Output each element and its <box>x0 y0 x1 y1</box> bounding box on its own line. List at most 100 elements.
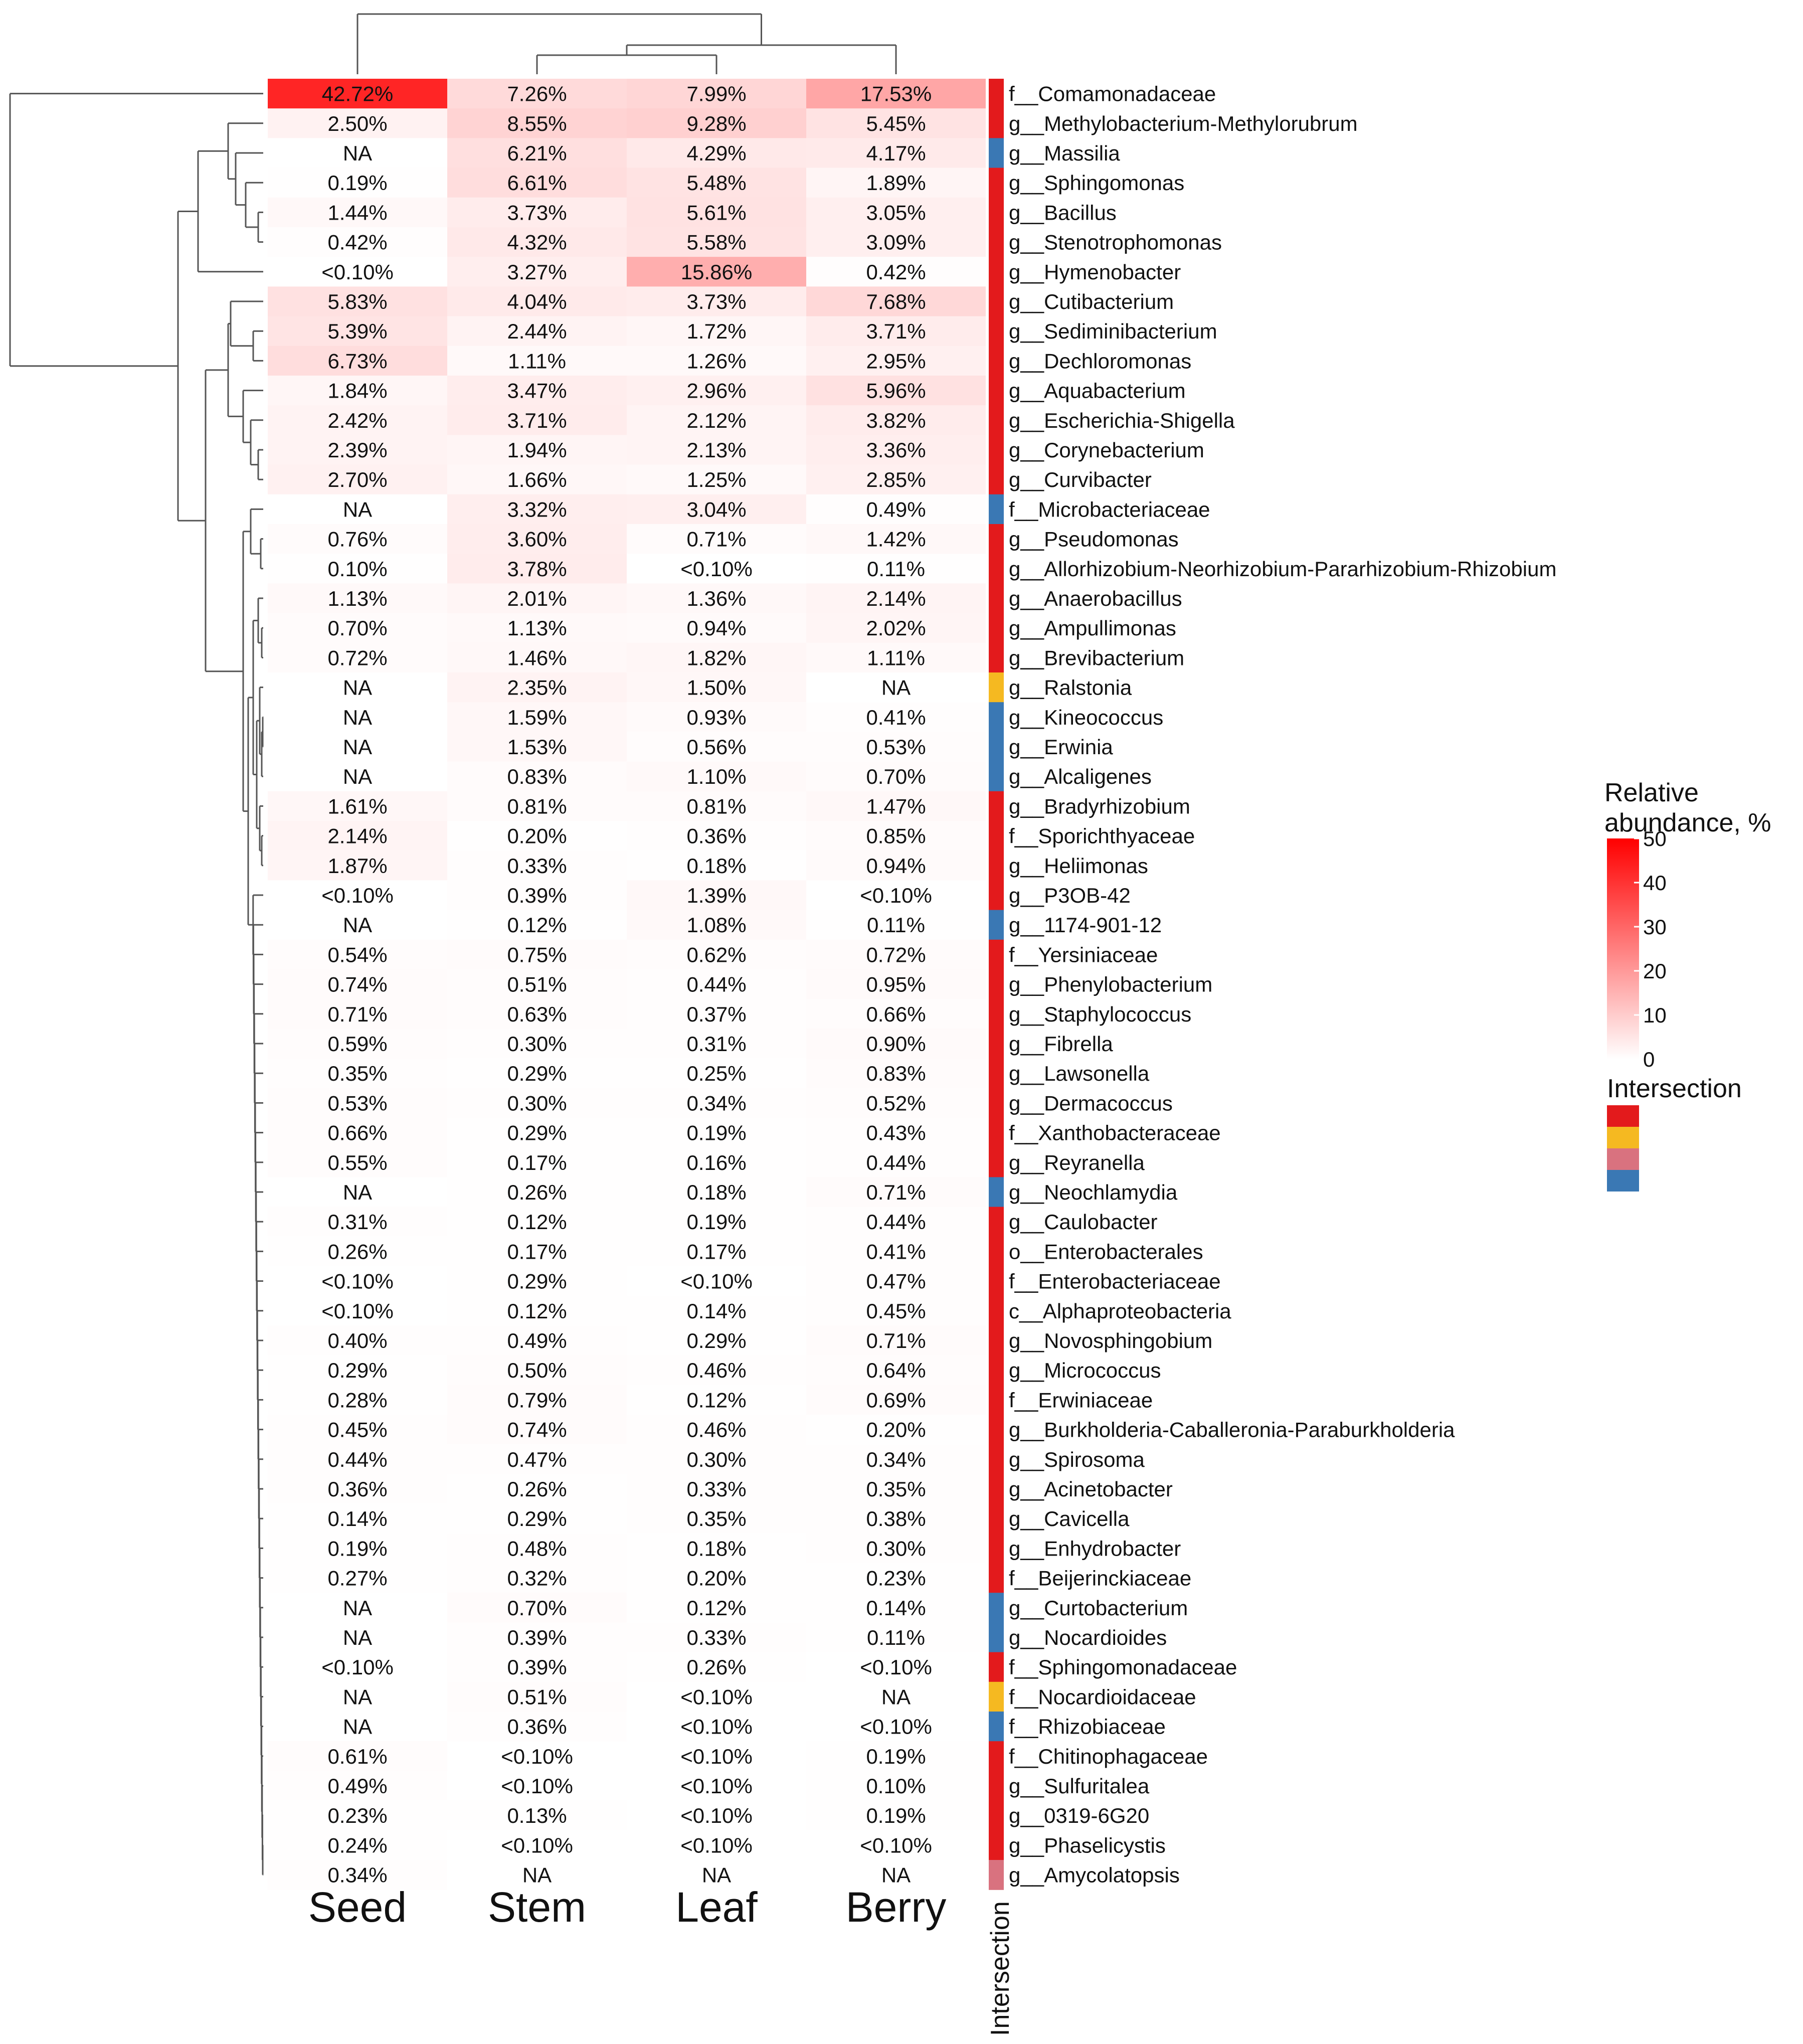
heatmap-cell <box>447 1860 627 1890</box>
cell-value-label: NA <box>343 497 372 521</box>
intersection-cell <box>989 1533 1004 1564</box>
intersection-cell <box>989 1712 1004 1742</box>
heatmap-cell <box>447 435 627 465</box>
heatmap-cell <box>806 1325 986 1356</box>
intersection-cell <box>989 1088 1004 1118</box>
cell-value-label: 0.95% <box>866 973 926 996</box>
heatmap-cell <box>806 435 986 465</box>
cell-value-label: 0.24% <box>327 1833 387 1857</box>
cell-value-label: 1.66% <box>507 468 567 491</box>
cell-value-label: 0.52% <box>866 1091 926 1115</box>
heatmap-cell <box>806 1415 986 1445</box>
heatmap-cell <box>447 1741 627 1771</box>
heatmap-cell <box>806 167 986 198</box>
intersection-cell <box>989 1622 1004 1653</box>
intersection-cell <box>989 1385 1004 1415</box>
taxon-label: g__Lawsonella <box>1009 1062 1150 1085</box>
cell-value-label: 2.12% <box>686 409 746 432</box>
colorbar-tick-label: 40 <box>1643 871 1667 895</box>
taxon-label: g__Neochlamydia <box>1009 1180 1178 1204</box>
cell-value-label: NA <box>881 1863 911 1887</box>
heatmap-cell <box>268 316 447 347</box>
cell-value-label: 0.49% <box>507 1329 567 1352</box>
heatmap-cell <box>268 1058 447 1089</box>
cell-value-label: <0.10% <box>680 1833 753 1857</box>
heatmap-cell <box>627 583 806 614</box>
intersection-cell <box>989 672 1004 703</box>
intersection-cell <box>989 554 1004 584</box>
heatmap-cell <box>268 1296 447 1326</box>
taxon-label: g__Phenylobacterium <box>1009 973 1212 996</box>
cell-value-label: NA <box>343 1180 372 1204</box>
cell-value-label: 0.29% <box>507 1121 567 1145</box>
heatmap-cell <box>268 1830 447 1860</box>
cell-value-label: 0.26% <box>507 1180 567 1204</box>
heatmap-cell <box>806 1236 986 1267</box>
heatmap-cell <box>447 1385 627 1415</box>
heatmap-cell <box>268 1118 447 1148</box>
taxon-label: g__Stenotrophomonas <box>1009 231 1222 254</box>
cell-value-label: 0.29% <box>327 1358 387 1382</box>
intersection-cell <box>989 1474 1004 1504</box>
heatmap-cell <box>806 1533 986 1564</box>
heatmap-cell <box>627 286 806 317</box>
heatmap-cell <box>268 1593 447 1623</box>
cell-value-label: 0.70% <box>327 616 387 640</box>
heatmap-cell <box>806 1712 986 1742</box>
taxon-label: g__Sphingomonas <box>1009 171 1184 195</box>
heatmap-cell <box>627 1325 806 1356</box>
heatmap-cell <box>447 821 627 851</box>
cell-value-label: 0.17% <box>507 1151 567 1174</box>
cell-value-label: 0.83% <box>507 765 567 788</box>
cell-value-label: 0.37% <box>686 1002 746 1026</box>
cell-value-label: 1.61% <box>327 794 387 818</box>
cell-value-label: 2.44% <box>507 319 567 343</box>
heatmap-cell <box>268 1147 447 1177</box>
intersection-cell <box>989 1415 1004 1445</box>
taxon-label: f__Sporichthyaceae <box>1009 824 1195 848</box>
cell-value-label: 2.14% <box>327 824 387 848</box>
heatmap-cell <box>806 1266 986 1296</box>
cell-value-label: <0.10% <box>501 1774 573 1798</box>
taxon-label: g__Kineococcus <box>1009 706 1163 729</box>
cell-value-label: 0.14% <box>866 1596 926 1620</box>
cell-value-label: 1.11% <box>867 646 925 669</box>
cell-value-label: 0.30% <box>866 1537 926 1560</box>
cell-value-label: NA <box>343 1626 372 1649</box>
taxon-label: g__P3OB-42 <box>1009 884 1131 907</box>
intersection-cell <box>989 524 1004 554</box>
heatmap-cell <box>447 1474 627 1504</box>
heatmap-cell <box>447 1355 627 1386</box>
heatmap-cell <box>268 405 447 435</box>
heatmap-cell <box>268 1563 447 1593</box>
heatmap-cell <box>447 642 627 673</box>
heatmap-cell <box>447 79 627 109</box>
cell-value-label: 2.13% <box>686 438 746 462</box>
heatmap-cell <box>268 524 447 554</box>
heatmap-cell <box>268 286 447 317</box>
cell-value-label: 0.19% <box>686 1210 746 1234</box>
cell-value-label: 1.42% <box>866 528 926 551</box>
cell-value-label: 0.13% <box>507 1804 567 1827</box>
heatmap-cell <box>806 969 986 999</box>
cell-value-label: 3.71% <box>866 319 926 343</box>
cell-value-label: 0.26% <box>507 1477 567 1501</box>
cell-value-label: <0.10% <box>501 1745 573 1768</box>
cell-value-label: NA <box>343 676 372 700</box>
taxon-label: c__Alphaproteobacteria <box>1009 1299 1231 1323</box>
cell-value-label: 0.66% <box>327 1121 387 1145</box>
cell-value-label: 5.39% <box>327 319 387 343</box>
cell-value-label: 0.36% <box>327 1477 387 1501</box>
intersection-cell <box>989 257 1004 287</box>
cell-value-label: <0.10% <box>860 1833 932 1857</box>
cell-value-label: 5.45% <box>866 112 926 135</box>
heatmap-cell <box>806 910 986 940</box>
intersection-cell <box>989 376 1004 406</box>
cell-value-label: <0.10% <box>501 1833 573 1857</box>
heatmap-cell <box>447 1296 627 1326</box>
cell-value-label: 5.58% <box>686 231 746 254</box>
heatmap-cell <box>447 554 627 584</box>
heatmap-cell <box>268 850 447 881</box>
heatmap-cell <box>806 227 986 257</box>
heatmap-cell <box>806 376 986 406</box>
